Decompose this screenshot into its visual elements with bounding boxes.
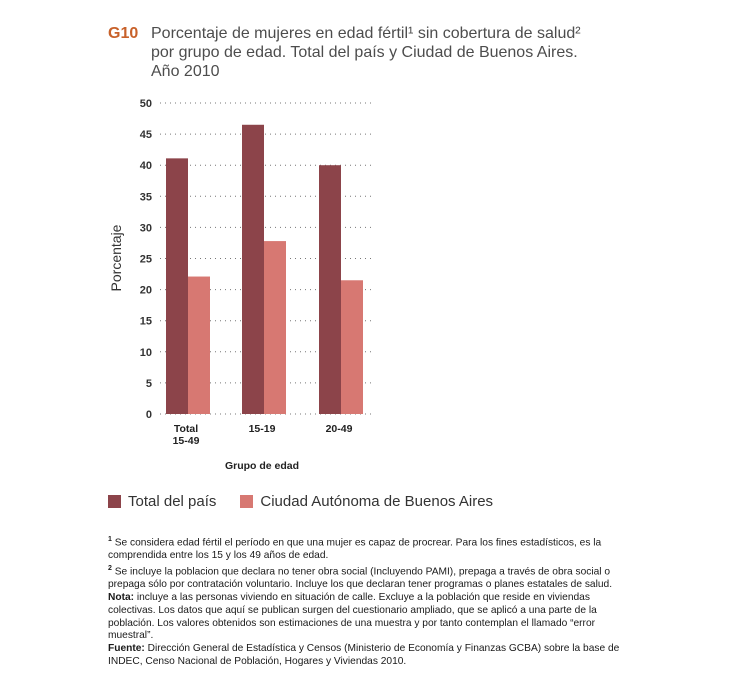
- x-tick-label: 15-49: [173, 435, 200, 447]
- source: Fuente: Dirección General de Estadística…: [108, 643, 620, 667]
- y-tick-label: 35: [140, 191, 152, 203]
- y-axis-title: Porcentaje: [108, 224, 124, 291]
- bar: [341, 280, 363, 414]
- legend-item-caba: Ciudad Autónoma de Buenos Aires: [240, 493, 493, 510]
- y-tick-label: 25: [140, 254, 152, 266]
- bar: [319, 165, 341, 414]
- bar: [188, 276, 210, 414]
- y-tick-label: 5: [146, 378, 152, 390]
- legend-label-total: Total del país: [128, 493, 217, 510]
- y-tick-label: 20: [140, 285, 152, 297]
- footnote-2: 2 Se incluye la poblacion que declara no…: [108, 564, 613, 591]
- y-tick-label: 40: [140, 160, 152, 172]
- y-tick-label: 45: [140, 129, 152, 141]
- x-axis-title: Grupo de edad: [225, 460, 299, 472]
- footnote-1: 1 Se considera edad fértil el período en…: [108, 536, 602, 562]
- figure-label: G10: [108, 25, 139, 42]
- x-tick-label: 15-19: [249, 423, 276, 435]
- x-tick-label: 20-49: [326, 423, 353, 435]
- y-tick-label: 30: [140, 222, 152, 234]
- legend-swatch-total: [108, 495, 121, 508]
- y-tick-label: 15: [140, 316, 152, 328]
- bar: [264, 241, 286, 414]
- legend-swatch-caba: [240, 495, 254, 508]
- legend-item-total: Total del país: [108, 493, 216, 510]
- y-tick-label: 10: [140, 347, 152, 359]
- legend-label-caba: Ciudad Autónoma de Buenos Aires: [260, 493, 494, 510]
- y-tick-label: 50: [140, 98, 152, 110]
- footnotes: 1 Se considera edad fértil el período en…: [108, 534, 638, 669]
- legend: Total del país Ciudad Autónoma de Buenos…: [108, 493, 517, 510]
- y-tick-label: 0: [146, 409, 152, 421]
- x-tick-label: Total: [174, 423, 198, 435]
- chart-title: Porcentaje de mujeres en edad fértil¹ si…: [151, 25, 581, 80]
- bar: [242, 124, 264, 415]
- bar: [166, 158, 188, 414]
- note: Nota: incluye a las personas viviendo en…: [108, 591, 597, 642]
